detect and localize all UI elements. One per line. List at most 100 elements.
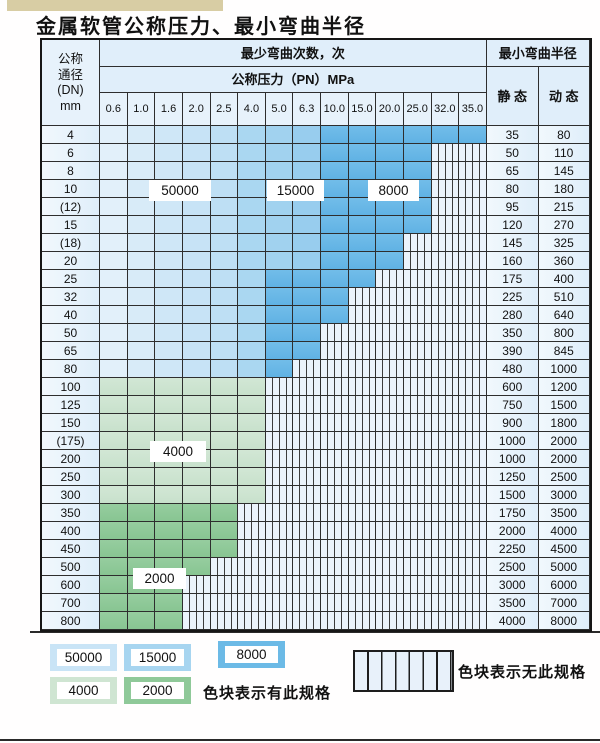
spec-cell-50000: [127, 288, 156, 306]
spec-cell-none: [321, 540, 349, 558]
spec-cell-2000: [155, 504, 183, 522]
legend-has-spec-text: 色块表示有此规格: [203, 685, 332, 702]
spec-cell-none: [348, 486, 377, 504]
legend-value: 15000: [131, 649, 184, 666]
spec-cell-none: [348, 306, 377, 324]
dynamic-value-cell: 5000: [538, 558, 590, 576]
spec-cell-8000: [431, 126, 460, 144]
spec-cell-none: [293, 522, 321, 540]
spec-cell-none: [293, 450, 321, 468]
spec-cell-none: [376, 558, 404, 576]
spec-cell-50000: [100, 126, 128, 144]
spec-cell-8000: [376, 252, 404, 270]
spec-cell-2000: [182, 558, 211, 576]
spec-cell-4000: [155, 396, 183, 414]
spec-cell-none: [459, 270, 487, 288]
spec-cell-50000: [127, 216, 156, 234]
dynamic-value-cell: 640: [538, 306, 590, 324]
spec-cell-8000: [348, 144, 377, 162]
spec-cell-none: [403, 252, 432, 270]
dn-cell: 25: [42, 270, 100, 288]
spec-cell-50000: [100, 216, 128, 234]
horizontal-rule: [30, 631, 600, 633]
spec-cell-none: [431, 342, 460, 360]
spec-cell-8000: [321, 270, 349, 288]
spec-cell-none: [321, 486, 349, 504]
dn-cell: 450: [42, 540, 100, 558]
static-header: 静 态: [486, 67, 539, 126]
spec-cell-50000: [210, 198, 239, 216]
static-value-cell: 145: [486, 234, 539, 252]
spec-cell-none: [321, 432, 349, 450]
spec-cell-4000: [100, 450, 128, 468]
spec-cell-none: [403, 234, 432, 252]
dn-cell: 40: [42, 306, 100, 324]
spec-cell-none: [265, 558, 294, 576]
spec-cell-50000: [155, 144, 183, 162]
spec-cell-2000: [155, 540, 183, 558]
spec-cell-none: [376, 324, 404, 342]
spec-cell-none: [238, 558, 266, 576]
static-value-cell: 2500: [486, 558, 539, 576]
spec-cell-none: [265, 450, 294, 468]
spec-table: 公称 通径 (DN) mm 最少弯曲次数，次 最小弯曲半径 公称压力（PN）MPa 静 态动 …: [40, 38, 592, 632]
spec-cell-none: [321, 396, 349, 414]
dn-cell: 350: [42, 504, 100, 522]
dn-cell: 8: [42, 162, 100, 180]
spec-cell-2000: [127, 522, 156, 540]
spec-cell-none: [459, 522, 487, 540]
spec-cell-8000: [403, 126, 432, 144]
spec-cell-none: [431, 198, 460, 216]
static-value-cell: 160: [486, 252, 539, 270]
dn-cell: 700: [42, 594, 100, 612]
spec-cell-none: [431, 180, 460, 198]
spec-cell-none: [459, 594, 487, 612]
dn-header-cell: 公称 通径 (DN) mm: [42, 40, 100, 126]
spec-cell-8000: [376, 162, 404, 180]
spec-cell-8000: [293, 342, 321, 360]
legend-swatch-4000: 4000: [50, 677, 117, 704]
spec-cell-none: [459, 450, 487, 468]
pressure-col-header: 10.0: [321, 93, 349, 126]
dn-cell: 32: [42, 288, 100, 306]
spec-cell-15000: [238, 288, 266, 306]
spec-cell-50000: [127, 342, 156, 360]
spec-cell-none: [376, 306, 404, 324]
spec-cell-15000: [238, 162, 266, 180]
spec-cell-4000: [210, 486, 239, 504]
spec-cell-none: [459, 432, 487, 450]
spec-cell-2000: [155, 612, 183, 630]
spec-cell-none: [403, 504, 432, 522]
spec-cell-50000: [210, 216, 239, 234]
spec-cell-15000: [238, 234, 266, 252]
spec-cell-4000: [100, 414, 128, 432]
spec-cell-none: [459, 180, 487, 198]
spec-cell-4000: [238, 432, 266, 450]
spec-cell-none: [459, 378, 487, 396]
spec-cell-none: [265, 540, 294, 558]
spec-cell-none: [431, 252, 460, 270]
spec-cell-none: [459, 306, 487, 324]
spec-cell-none: [182, 576, 211, 594]
spec-cell-none: [238, 594, 266, 612]
spec-cell-15000: [238, 324, 266, 342]
spec-cell-none: [376, 342, 404, 360]
spec-cell-none: [348, 540, 377, 558]
spec-cell-none: [459, 162, 487, 180]
spec-cell-50000: [127, 198, 156, 216]
spec-cell-none: [431, 558, 460, 576]
spec-cell-none: [403, 612, 432, 630]
spec-cell-8000: [348, 162, 377, 180]
spec-cell-50000: [182, 198, 211, 216]
static-value-cell: 95: [486, 198, 539, 216]
spec-cell-none: [403, 324, 432, 342]
spec-cell-2000: [100, 594, 128, 612]
spec-cell-none: [403, 342, 432, 360]
spec-cell-2000: [127, 504, 156, 522]
spec-cell-15000: [238, 216, 266, 234]
spec-cell-4000: [155, 486, 183, 504]
spec-cell-none: [431, 216, 460, 234]
spec-cell-none: [321, 342, 349, 360]
spec-cell-none: [265, 522, 294, 540]
spec-cell-15000: [238, 198, 266, 216]
